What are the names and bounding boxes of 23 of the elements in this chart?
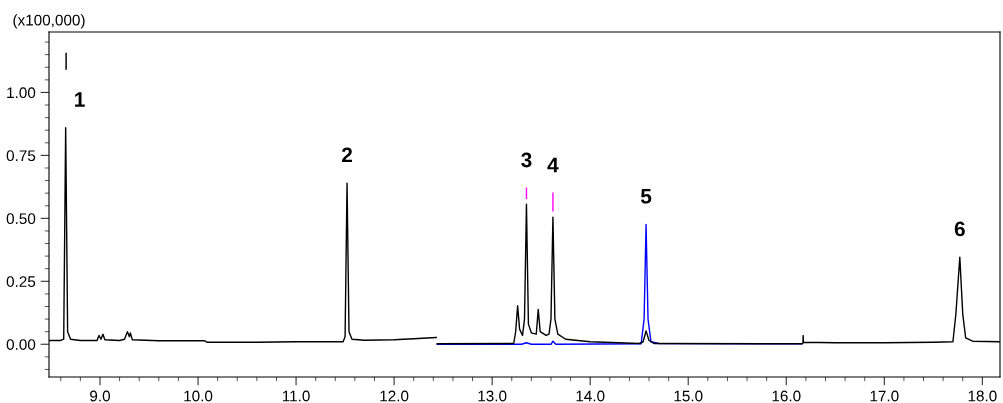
y-tick-label: 0.25 [6,276,36,287]
x-tick-label: 13.0 [478,390,507,402]
annotation: | [65,52,67,70]
y-tick-label: 0.75 [6,150,36,162]
annotation: 3 [521,152,532,168]
x-tick-label: 12.0 [380,390,409,402]
annotation: 1 [75,92,85,107]
x-tick-label: 15.0 [674,390,703,402]
y-tick-label: 0.50 [6,213,36,225]
annotation: 2 [341,147,352,163]
annotation: 5 [640,189,652,204]
y-axis-title: (x100,000) [13,14,85,29]
x-tick-label: 14.0 [576,390,605,402]
x-tick-label: 11.0 [282,390,310,402]
annotation: 4 [547,157,559,173]
x-tick-label: 10.0 [184,390,213,402]
x-tick-label: 9.0 [90,390,110,402]
x-tick-label: 16.0 [772,390,801,402]
annotation: 6 [954,221,965,237]
x-tick-label: 18.0 [968,390,997,402]
y-tick-label: 0.00 [6,339,36,350]
x-tick-label: 17.0 [870,390,899,402]
y-tick-label: 1.00 [7,87,36,99]
